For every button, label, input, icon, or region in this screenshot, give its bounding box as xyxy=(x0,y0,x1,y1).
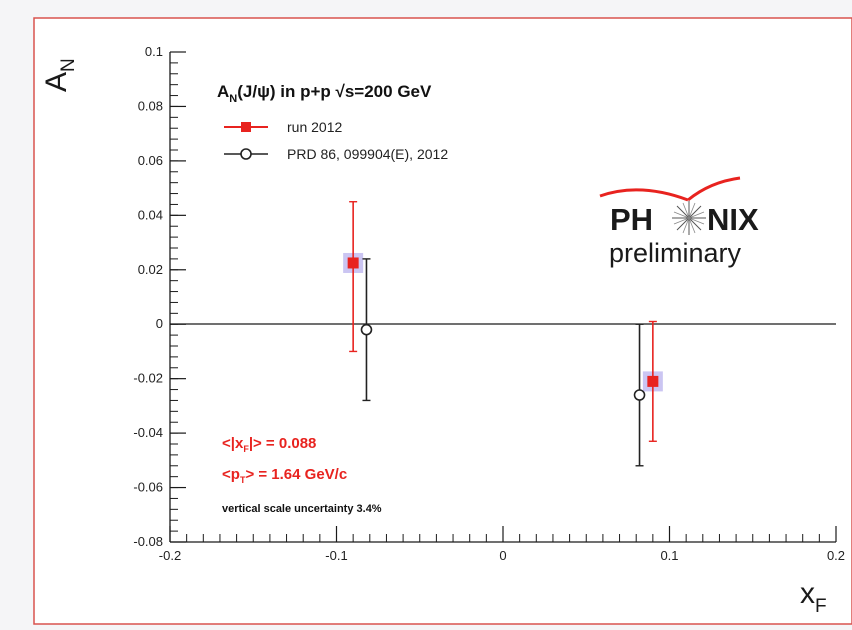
x-tick-label: -0.1 xyxy=(325,548,347,563)
annotation-mean-pt: <pT> = 1.64 GeV/c xyxy=(222,466,347,485)
y-tick-label: 0.08 xyxy=(138,98,163,113)
legend-label-run-2012: run 2012 xyxy=(287,119,342,135)
y-tick-label: -0.04 xyxy=(133,425,163,440)
chart-title: AN(J/ψ) in p+p √s=200 GeV xyxy=(217,82,432,105)
logo-star-icon xyxy=(672,201,706,235)
x-tick-label: 0.1 xyxy=(660,548,678,563)
legend: run 2012 PRD 86, 099904(E), 2012 xyxy=(224,119,448,162)
legend-marker-run-2012 xyxy=(241,122,251,132)
logo-arc-right xyxy=(687,176,741,202)
x-tick-label: -0.2 xyxy=(159,548,181,563)
x-tick-label: 0 xyxy=(499,548,506,563)
y-tick-label: -0.02 xyxy=(133,371,163,386)
data-point-square xyxy=(647,375,659,387)
annotation-scale-uncertainty: vertical scale uncertainty 3.4% xyxy=(222,503,382,515)
legend-entry-run-2012: run 2012 xyxy=(224,119,342,135)
logo-subtitle: preliminary xyxy=(609,238,742,268)
x-axis-label: xF xyxy=(800,577,827,617)
data-point-circle xyxy=(633,389,646,401)
y-tick-label: 0 xyxy=(156,316,163,331)
x-axis-ticks: -0.2 -0.1 0 0.1 0.2 xyxy=(159,526,845,563)
phenix-logo: PH NIX preliminary xyxy=(599,176,759,268)
x-tick-label: 0.2 xyxy=(827,548,845,563)
y-axis-ticks: -0.08 -0.06 -0.04 -0.02 0 0.02 0.04 0.06 0.08 0.1 xyxy=(133,44,186,549)
y-tick-label: 0.06 xyxy=(138,153,163,168)
logo-text-left: PH xyxy=(610,202,653,237)
annotation-mean-xf: <|xF|> = 0.088 xyxy=(222,435,316,454)
legend-label-prd: PRD 86, 099904(E), 2012 xyxy=(287,146,448,162)
data-point-square xyxy=(347,257,359,269)
data-layer xyxy=(343,201,663,467)
y-axis-label: AN xyxy=(40,58,79,92)
y-tick-label: 0.02 xyxy=(138,262,163,277)
legend-marker-prd xyxy=(240,148,252,160)
logo-text-right: NIX xyxy=(707,202,759,237)
legend-entry-prd: PRD 86, 099904(E), 2012 xyxy=(224,146,448,162)
y-tick-label: 0.04 xyxy=(138,207,163,222)
y-tick-label: 0.1 xyxy=(145,44,163,59)
data-point-circle xyxy=(360,323,373,336)
logo-arc-left xyxy=(599,188,689,202)
y-tick-label: -0.08 xyxy=(133,534,163,549)
y-tick-label: -0.06 xyxy=(133,480,163,495)
